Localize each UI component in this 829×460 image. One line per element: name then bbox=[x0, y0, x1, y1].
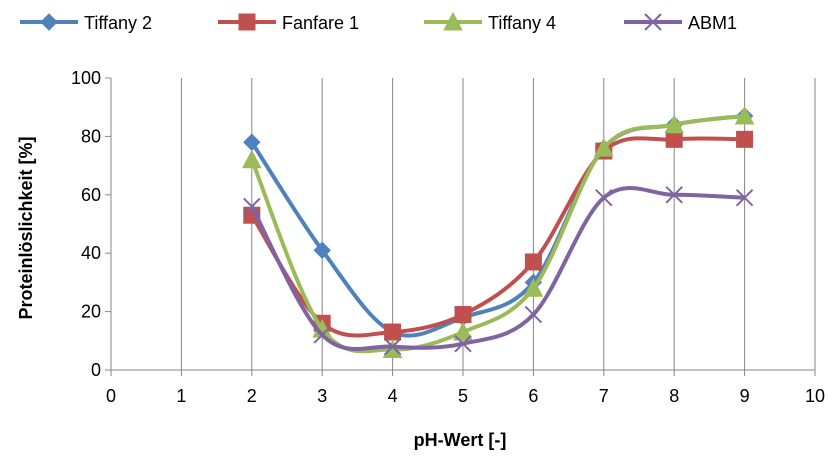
data-point-marker bbox=[593, 138, 614, 157]
data-point-marker bbox=[313, 326, 331, 344]
legend-label: Tiffany 2 bbox=[84, 13, 152, 33]
legend-marker bbox=[40, 13, 58, 31]
x-tick-label: 8 bbox=[669, 386, 679, 406]
legend-label: ABM1 bbox=[688, 13, 737, 33]
x-tick-label: 9 bbox=[740, 386, 750, 406]
legend-label: Fanfare 1 bbox=[282, 13, 359, 33]
legend-label: Tiffany 4 bbox=[488, 13, 556, 33]
series-group bbox=[241, 105, 755, 359]
data-point-marker bbox=[524, 253, 542, 271]
x-tick-label: 2 bbox=[247, 386, 257, 406]
data-point-marker bbox=[384, 323, 402, 341]
x-tick-label: 5 bbox=[458, 386, 468, 406]
legend-marker bbox=[238, 13, 256, 31]
data-point-marker bbox=[664, 114, 685, 134]
legend-item: Fanfare 1 bbox=[218, 13, 359, 33]
y-tick-label: 60 bbox=[81, 185, 101, 205]
data-point-marker bbox=[454, 335, 472, 353]
data-point-marker bbox=[665, 130, 683, 148]
legend-item: Tiffany 2 bbox=[20, 13, 152, 33]
y-tick-label: 20 bbox=[81, 302, 101, 322]
data-point-marker bbox=[313, 241, 331, 259]
grid bbox=[180, 78, 816, 370]
series-abm1 bbox=[243, 186, 754, 356]
axes: 0 20 40 60 80 100 0 1 2 3 4 5 6 7 8 9 10 bbox=[71, 68, 825, 406]
data-point-marker bbox=[241, 149, 262, 169]
x-tick-label: 6 bbox=[528, 386, 538, 406]
data-point-marker bbox=[665, 186, 683, 204]
x-axis-title: pH-Wert [-] bbox=[414, 430, 507, 450]
data-point-marker bbox=[736, 130, 754, 148]
data-point-marker bbox=[735, 189, 754, 207]
x-tick-label: 7 bbox=[599, 386, 609, 406]
data-point-marker bbox=[383, 337, 402, 356]
x-tick-label: 4 bbox=[388, 386, 398, 406]
data-point-marker bbox=[243, 197, 261, 216]
x-tick-label: 0 bbox=[106, 386, 116, 406]
x-tick-label: 10 bbox=[805, 386, 825, 406]
legend-item: Tiffany 4 bbox=[424, 11, 556, 33]
data-point-marker bbox=[524, 305, 543, 324]
legend: Tiffany 2 Fanfare 1 Tiffany 4 ABM1 bbox=[20, 11, 737, 33]
legend-marker bbox=[443, 11, 463, 31]
y-tick-label: 0 bbox=[91, 360, 101, 380]
data-point-marker bbox=[453, 321, 473, 341]
data-point-marker bbox=[382, 339, 403, 359]
data-point-marker bbox=[454, 306, 472, 324]
x-tick-label: 3 bbox=[317, 386, 327, 406]
data-point-marker bbox=[734, 105, 755, 125]
y-tick-label: 80 bbox=[81, 126, 101, 146]
y-tick-label: 40 bbox=[81, 243, 101, 263]
x-tick-label: 1 bbox=[176, 386, 186, 406]
y-tick-label: 100 bbox=[71, 68, 101, 88]
data-point-marker bbox=[523, 278, 544, 297]
y-axis-title: Proteinlöslichkeit [%] bbox=[16, 136, 36, 319]
legend-item: ABM1 bbox=[624, 13, 737, 33]
data-point-marker bbox=[595, 189, 613, 207]
legend-marker bbox=[644, 13, 662, 31]
series-line bbox=[250, 113, 745, 338]
